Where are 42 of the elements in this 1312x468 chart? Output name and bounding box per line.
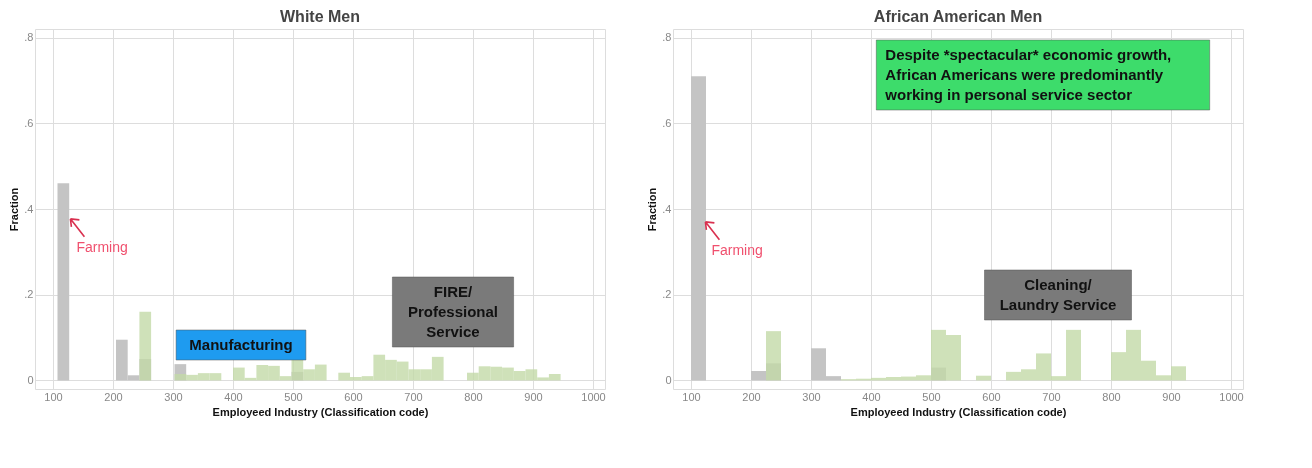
x-tick-label: 900 — [1162, 390, 1181, 403]
annotation: FIRE/ Professional Service — [407, 283, 499, 340]
y-tick-label: 0 — [665, 373, 672, 386]
y-tick-label: .8 — [24, 31, 34, 44]
x-tick-label: 600 — [982, 390, 1001, 403]
x-tick-label: 400 — [862, 390, 881, 403]
annotation: Despite *spectacular* economic growth, African Americans were predominantly working in personal service sector — [884, 46, 1172, 103]
x-tick-label: 900 — [524, 390, 543, 403]
y-tick-label: .2 — [662, 288, 672, 301]
y-tick-label: .6 — [662, 116, 672, 129]
y-tick-label: .8 — [662, 31, 672, 44]
x-tick-label: 300 — [802, 390, 821, 403]
annotation: Manufacturing — [189, 336, 293, 353]
x-tick-label: 600 — [344, 390, 363, 403]
chart-title: African American Men — [873, 8, 1043, 25]
y-tick-label: .4 — [24, 202, 34, 215]
x-tick-label: 500 — [284, 390, 303, 403]
y-tick-label: .2 — [24, 288, 34, 301]
x-tick-label: 300 — [164, 390, 183, 403]
annotation: Cleaning/ Laundry Service — [999, 276, 1117, 313]
y-tick-label: .6 — [24, 116, 34, 129]
chart-title: White Men — [280, 8, 360, 25]
annotation: Farming — [76, 238, 128, 255]
x-tick-label: 1000 — [581, 390, 606, 403]
x-tick-label: 700 — [1042, 390, 1061, 403]
annotation: Farming — [711, 241, 763, 258]
x-axis-title: Employeed Industry (Classification code) — [212, 405, 429, 418]
x-tick-label: 1000 — [1219, 390, 1244, 403]
x-tick-label: 400 — [224, 390, 243, 403]
y-tick-label: 0 — [27, 373, 34, 386]
y-tick-label: .4 — [662, 202, 672, 215]
x-tick-label: 200 — [742, 390, 761, 403]
x-tick-label: 800 — [1102, 390, 1121, 403]
y-axis-title: Fraction — [646, 187, 659, 232]
x-tick-label: 800 — [464, 390, 483, 403]
x-tick-label: 100 — [682, 390, 701, 403]
y-axis-title: Fraction — [8, 187, 21, 232]
x-tick-label: 700 — [404, 390, 423, 403]
x-tick-label: 200 — [104, 390, 123, 403]
x-tick-label: 500 — [922, 390, 941, 403]
x-tick-label: 100 — [44, 390, 63, 403]
x-axis-title: Employeed Industry (Classification code) — [850, 405, 1067, 418]
